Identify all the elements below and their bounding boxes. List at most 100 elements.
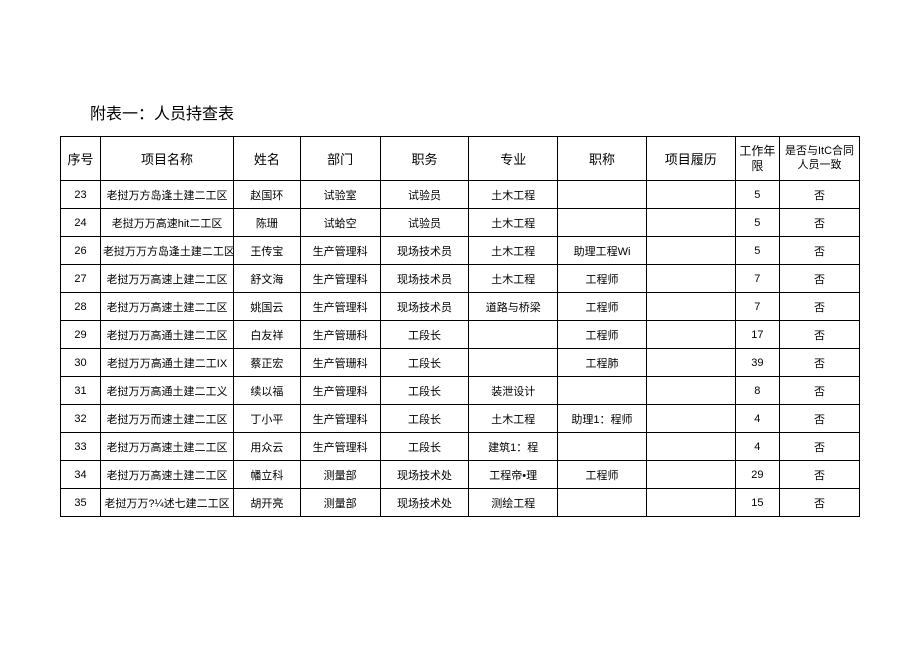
- table-cell: 白友祥: [234, 321, 301, 349]
- table-cell: 34: [61, 461, 101, 489]
- header-dept: 部门: [300, 137, 380, 181]
- table-cell: 工段长: [380, 377, 469, 405]
- table-row: 34老挝万万高速土建二工区幡立科测量部现场技术处工程帝•理工程师29否: [61, 461, 860, 489]
- table-cell: 否: [780, 209, 860, 237]
- table-cell: 试验员: [380, 209, 469, 237]
- table-cell: 老挝万万方岛逢土建二工区: [100, 237, 233, 265]
- table-row: 33老挝万万高速土建二工区用众云生产管理科工段长建筑1：程4否: [61, 433, 860, 461]
- table-cell: 老挝万万高速土建二工区: [100, 293, 233, 321]
- table-cell: 土木工程: [469, 237, 558, 265]
- header-seq: 序号: [61, 137, 101, 181]
- table-cell: 老挝万方岛逢土建二工区: [100, 181, 233, 209]
- table-cell: 试蛤空: [300, 209, 380, 237]
- table-cell: 否: [780, 489, 860, 517]
- table-cell: [558, 209, 647, 237]
- table-cell: 否: [780, 405, 860, 433]
- table-title: 附表一：人员持查表: [90, 100, 860, 124]
- table-cell: 试验员: [380, 181, 469, 209]
- table-cell: [469, 349, 558, 377]
- header-history: 项目履历: [646, 137, 735, 181]
- table-cell: 工程帝•理: [469, 461, 558, 489]
- header-title: 职称: [558, 137, 647, 181]
- table-cell: 姚国云: [234, 293, 301, 321]
- header-job: 职务: [380, 137, 469, 181]
- table-cell: 否: [780, 181, 860, 209]
- table-cell: 28: [61, 293, 101, 321]
- table-cell: 4: [735, 433, 779, 461]
- table-cell: 8: [735, 377, 779, 405]
- table-cell: 胡开亮: [234, 489, 301, 517]
- table-cell: [646, 293, 735, 321]
- table-cell: 工程师: [558, 461, 647, 489]
- table-cell: [558, 181, 647, 209]
- table-cell: 现场技术员: [380, 237, 469, 265]
- table-cell: 29: [735, 461, 779, 489]
- table-cell: 土木工程: [469, 265, 558, 293]
- table-cell: 生产管理科: [300, 377, 380, 405]
- table-cell: 工程师: [558, 321, 647, 349]
- table-cell: 蔡正宏: [234, 349, 301, 377]
- table-cell: [558, 377, 647, 405]
- table-cell: 现场技术员: [380, 265, 469, 293]
- table-cell: 32: [61, 405, 101, 433]
- table-cell: 否: [780, 293, 860, 321]
- table-cell: 生产管理科: [300, 433, 380, 461]
- table-cell: 否: [780, 349, 860, 377]
- table-cell: 33: [61, 433, 101, 461]
- table-row: 32老挝万万而速土建二工区丁小平生产管理科工段长土木工程助理1：程师4否: [61, 405, 860, 433]
- table-cell: 30: [61, 349, 101, 377]
- table-cell: 王传宝: [234, 237, 301, 265]
- table-cell: 生产管珊科: [300, 349, 380, 377]
- table-cell: 5: [735, 209, 779, 237]
- table-cell: 生产管珊科: [300, 321, 380, 349]
- table-cell: [646, 377, 735, 405]
- table-cell: 39: [735, 349, 779, 377]
- table-cell: 否: [780, 265, 860, 293]
- table-cell: 老挝万万高通土建二工IX: [100, 349, 233, 377]
- table-cell: 7: [735, 265, 779, 293]
- table-cell: 老挝万万高通土建二工区: [100, 321, 233, 349]
- table-cell: 24: [61, 209, 101, 237]
- table-cell: 赵国环: [234, 181, 301, 209]
- table-cell: 老挝万万高通土建二工义: [100, 377, 233, 405]
- table-cell: 4: [735, 405, 779, 433]
- table-cell: 老挝万万高速土建二工区: [100, 433, 233, 461]
- table-cell: 装泄设计: [469, 377, 558, 405]
- table-cell: 17: [735, 321, 779, 349]
- table-cell: [646, 349, 735, 377]
- table-cell: [469, 321, 558, 349]
- table-row: 31老挝万万高通土建二工义续以福生产管理科工段长装泄设计8否: [61, 377, 860, 405]
- table-row: 30老挝万万高通土建二工IX蔡正宏生产管珊科工段长工程肺39否: [61, 349, 860, 377]
- table-cell: [558, 489, 647, 517]
- table-cell: 5: [735, 181, 779, 209]
- table-cell: 助理工程Wi: [558, 237, 647, 265]
- table-cell: 老挝万万高速上建二工区: [100, 265, 233, 293]
- table-cell: 道路与桥梁: [469, 293, 558, 321]
- table-cell: 15: [735, 489, 779, 517]
- table-cell: 生产管理科: [300, 293, 380, 321]
- table-cell: 5: [735, 237, 779, 265]
- table-row: 24老挝万万高速hit二工区陈珊试蛤空试验员土木工程5否: [61, 209, 860, 237]
- table-cell: 老挝万万高速土建二工区: [100, 461, 233, 489]
- table-cell: 生产管理科: [300, 237, 380, 265]
- table-cell: 工程师: [558, 265, 647, 293]
- table-cell: 否: [780, 377, 860, 405]
- table-cell: 工段长: [380, 405, 469, 433]
- table-cell: 否: [780, 321, 860, 349]
- table-cell: 用众云: [234, 433, 301, 461]
- table-cell: 测量部: [300, 489, 380, 517]
- table-cell: 工程师: [558, 293, 647, 321]
- table-cell: [646, 321, 735, 349]
- header-major: 专业: [469, 137, 558, 181]
- table-cell: 31: [61, 377, 101, 405]
- table-cell: 现场技术员: [380, 293, 469, 321]
- table-cell: [558, 433, 647, 461]
- table-cell: 老挝万万高速hit二工区: [100, 209, 233, 237]
- table-cell: 测绘工程: [469, 489, 558, 517]
- header-name: 姓名: [234, 137, 301, 181]
- table-body: 23老挝万方岛逢土建二工区赵国环试验室试验员土木工程5否24老挝万万高速hit二…: [61, 181, 860, 517]
- table-cell: [646, 433, 735, 461]
- table-cell: 老挝万万而速土建二工区: [100, 405, 233, 433]
- table-cell: 29: [61, 321, 101, 349]
- table-cell: 生产管理科: [300, 405, 380, 433]
